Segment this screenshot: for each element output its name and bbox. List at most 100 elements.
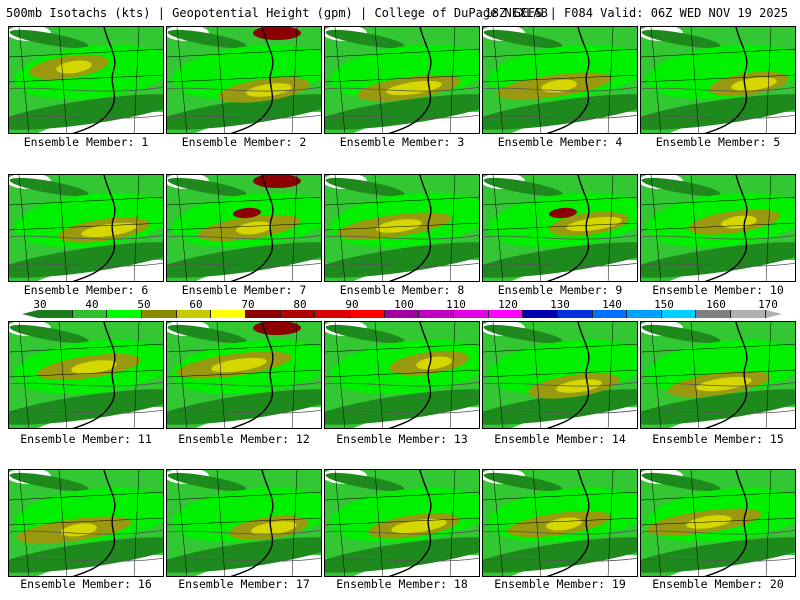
wind-30-40-band	[167, 324, 247, 344]
wind-30-40-band	[325, 537, 479, 573]
colorbar-tick-label: 40	[85, 298, 99, 311]
coastline	[72, 27, 116, 133]
colorbar-swatch	[731, 310, 766, 318]
coastline	[704, 27, 748, 133]
height-contour	[483, 262, 637, 267]
coastline	[546, 470, 590, 576]
ensemble-map-panel	[640, 469, 796, 577]
isotach-field	[483, 322, 637, 428]
wind-70-80-band	[566, 216, 622, 232]
ensemble-map-panel	[324, 26, 480, 134]
wind-30-40-band	[325, 472, 405, 492]
colorbar-tick-label: 80	[293, 298, 307, 311]
colorbar-tick-label: 100	[394, 298, 414, 311]
ensemble-member-label: Ensemble Member: 6	[23, 283, 149, 297]
wind-70-80-band	[386, 80, 442, 96]
wind-70-80-band	[696, 376, 752, 392]
coastline	[230, 175, 274, 281]
state-border	[9, 27, 163, 133]
wind-30-40-band	[9, 537, 163, 573]
colorbar-left-arrow	[22, 310, 38, 318]
colorbar-strip	[38, 310, 766, 318]
ensemble-map-panel	[324, 321, 480, 429]
wind-30-40-band	[325, 29, 405, 49]
state-border	[483, 175, 637, 281]
height-contour	[9, 86, 163, 92]
coastline	[546, 175, 590, 281]
wind-30-40-band	[325, 94, 479, 130]
wind-70-80-band	[211, 357, 267, 373]
height-contour	[167, 529, 321, 535]
ensemble-member-label: Ensemble Member: 19	[494, 577, 626, 591]
wind-30-40-band	[167, 94, 321, 130]
state-border	[167, 27, 321, 133]
wind-70-80-band	[391, 518, 447, 534]
ensemble-member-label: Ensemble Member: 15	[652, 432, 784, 446]
ensemble-map-panel	[482, 469, 638, 577]
height-contour	[167, 114, 321, 119]
wind-30-40-band	[641, 242, 795, 278]
state-border	[9, 322, 163, 428]
ensemble-member-label: Ensemble Member: 20	[652, 577, 784, 591]
state-border	[483, 322, 637, 428]
wind-80-90-band	[233, 207, 261, 219]
wind-30-40-band	[641, 94, 795, 130]
wind-70-80-band	[246, 83, 292, 97]
ensemble-member-label: Ensemble Member: 14	[494, 432, 626, 446]
colorbar-tick-label: 60	[189, 298, 203, 311]
wind-30-40-band	[325, 324, 405, 344]
wind-30-40-band	[483, 29, 563, 49]
coastline	[230, 27, 274, 133]
state-border	[483, 470, 637, 576]
ensemble-map-panel	[482, 26, 638, 134]
colorbar-swatch	[661, 310, 697, 318]
ensemble-member-label: Ensemble Member: 3	[339, 135, 465, 149]
wind-30-40-band	[483, 94, 637, 130]
ensemble-map-panel	[640, 321, 796, 429]
state-border	[483, 27, 637, 133]
height-contour	[325, 557, 479, 562]
wind-30-40-band	[483, 177, 563, 197]
height-contour	[483, 381, 637, 387]
wind-50-60-band	[330, 487, 479, 543]
state-border	[325, 27, 479, 133]
wind-70-80-band	[81, 222, 137, 238]
height-contour	[325, 409, 479, 414]
state-border	[325, 322, 479, 428]
wind-70-80-band	[731, 77, 777, 91]
colorbar-swatch	[453, 310, 489, 318]
coastline	[72, 175, 116, 281]
height-contour	[641, 381, 795, 387]
colorbar-swatch	[141, 310, 177, 318]
height-contour	[483, 114, 637, 119]
wind-30-40-band	[167, 29, 247, 49]
wind-30-40-band	[167, 537, 321, 573]
coastline	[230, 322, 274, 428]
colorbar-tick-label: 30	[33, 298, 47, 311]
height-contour	[167, 381, 321, 387]
wind-30-40-band	[9, 177, 89, 197]
colorbar-swatch	[592, 310, 628, 318]
wind-30-40-band	[9, 29, 89, 49]
height-contour	[9, 557, 163, 562]
wind-30-40-band	[483, 472, 563, 492]
colorbar-swatch	[245, 310, 281, 318]
colorbar-swatch	[384, 310, 420, 318]
height-contour	[641, 234, 795, 240]
isotach-field	[483, 27, 637, 133]
height-contour	[641, 409, 795, 414]
wind-30-40-band	[9, 242, 163, 278]
isotach-field	[325, 322, 479, 428]
product-title: 500mb Isotachs (kts) | Geopotential Heig…	[6, 6, 548, 20]
ensemble-map-panel	[166, 174, 322, 282]
state-border	[167, 175, 321, 281]
wind-30-40-band	[641, 537, 795, 573]
height-contour	[325, 529, 479, 535]
colorbar-swatch	[107, 310, 142, 318]
wind-30-40-band	[641, 389, 795, 425]
ensemble-member-label: Ensemble Member: 9	[497, 283, 623, 297]
colorbar-swatch	[523, 310, 558, 318]
isotach-field	[167, 470, 321, 576]
ensemble-map-panel	[640, 174, 796, 282]
ensemble-map-panel	[8, 321, 164, 429]
